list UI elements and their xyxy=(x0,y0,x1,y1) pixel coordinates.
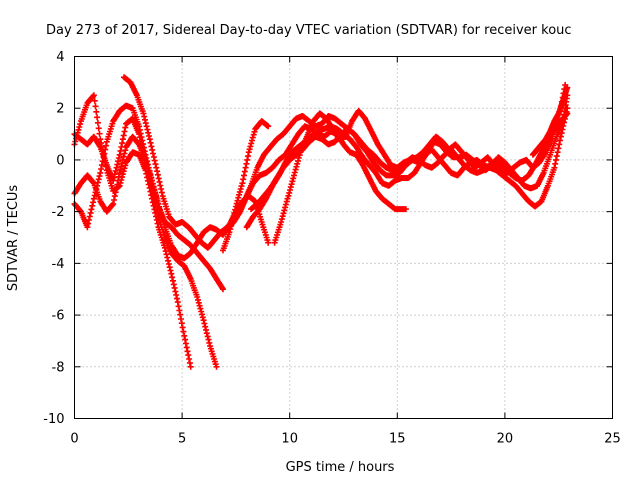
data-series xyxy=(271,81,569,246)
axis-ticks: 0 5 10 15 20 25 -10 -8 -6 -4 -2 0 2 4 xyxy=(43,50,621,447)
x-tick-label: 15 xyxy=(389,432,406,447)
data-point-marks xyxy=(220,118,272,254)
data-point-marks xyxy=(529,84,571,158)
plot-frame xyxy=(74,56,613,419)
y-axis-label: SDTVAR / TECUs xyxy=(6,185,21,292)
x-tick-label: 25 xyxy=(604,432,621,447)
y-tick-label: -8 xyxy=(52,360,65,375)
y-tick-label: -10 xyxy=(43,412,64,427)
x-tick-label: 0 xyxy=(70,432,78,447)
chart-title: Day 273 of 2017, Sidereal Day-to-day VTE… xyxy=(46,23,572,38)
y-tick-label: -6 xyxy=(52,309,65,324)
y-tick-label: -4 xyxy=(52,257,65,272)
y-tick-label: 2 xyxy=(56,102,64,117)
x-tick-label: 20 xyxy=(497,432,514,447)
x-tick-label: 10 xyxy=(281,432,298,447)
y-tick-label: -2 xyxy=(52,205,65,220)
y-tick-label: 4 xyxy=(56,50,64,65)
data-points xyxy=(71,74,571,370)
data-point-marks xyxy=(271,81,569,246)
x-tick-label: 5 xyxy=(178,432,186,447)
y-tick-label: 0 xyxy=(56,153,64,168)
data-series xyxy=(220,118,272,254)
x-axis-label: GPS time / hours xyxy=(286,460,395,475)
grid xyxy=(74,56,613,419)
data-series xyxy=(529,84,571,158)
